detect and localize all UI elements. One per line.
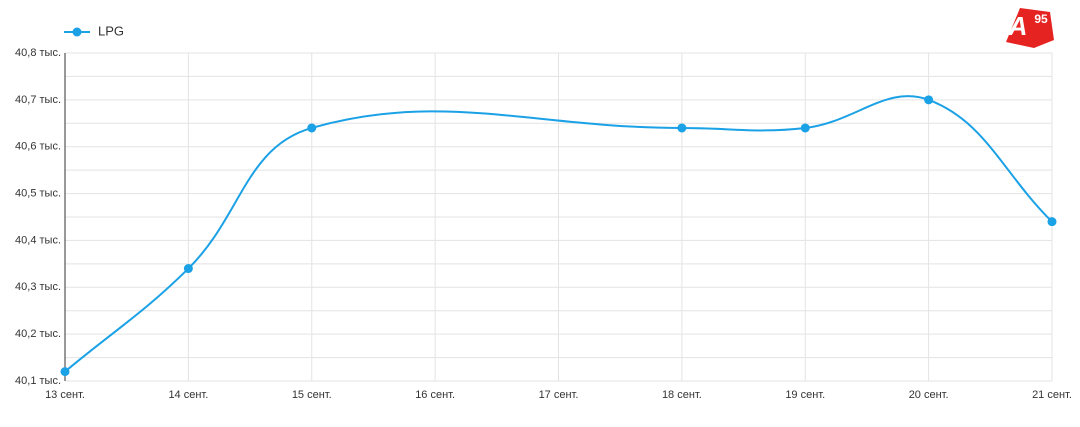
x-tick-label: 18 сент. <box>662 389 702 401</box>
x-tick-label: 19 сент. <box>785 389 825 401</box>
data-point <box>1047 217 1057 227</box>
x-tick-label: 16 сент. <box>415 389 455 401</box>
legend-marker <box>72 27 82 37</box>
data-point <box>800 123 810 133</box>
y-tick-label: 40,7 тыс. <box>15 94 61 106</box>
logo: A 95 <box>1006 8 1054 48</box>
x-tick-label: 17 сент. <box>539 389 579 401</box>
data-point <box>307 123 317 133</box>
data-point <box>924 95 934 105</box>
y-tick-label: 40,3 тыс. <box>15 281 61 293</box>
y-tick-label: 40,8 тыс. <box>15 47 61 59</box>
x-tick-label: 15 сент. <box>292 389 332 401</box>
y-tick-label: 40,2 тыс. <box>15 328 61 340</box>
x-tick-label: 14 сент. <box>168 389 208 401</box>
data-point <box>60 367 70 377</box>
data-point <box>677 123 687 133</box>
plot-grid <box>64 52 1053 382</box>
logo-badge <box>1006 8 1054 48</box>
x-tick-label: 21 сент. <box>1032 389 1072 401</box>
y-tick-label: 40,1 тыс. <box>15 375 61 387</box>
y-tick-label: 40,5 тыс. <box>15 187 61 199</box>
x-tick-label: 13 сент. <box>45 389 85 401</box>
logo-number: 95 <box>1034 12 1048 26</box>
logo-letter: A <box>1008 11 1028 41</box>
data-point <box>183 264 193 274</box>
y-tick-label: 40,6 тыс. <box>15 141 61 153</box>
y-tick-label: 40,4 тыс. <box>15 234 61 246</box>
x-tick-label: 20 сент. <box>909 389 949 401</box>
legend-label: LPG <box>98 23 124 38</box>
